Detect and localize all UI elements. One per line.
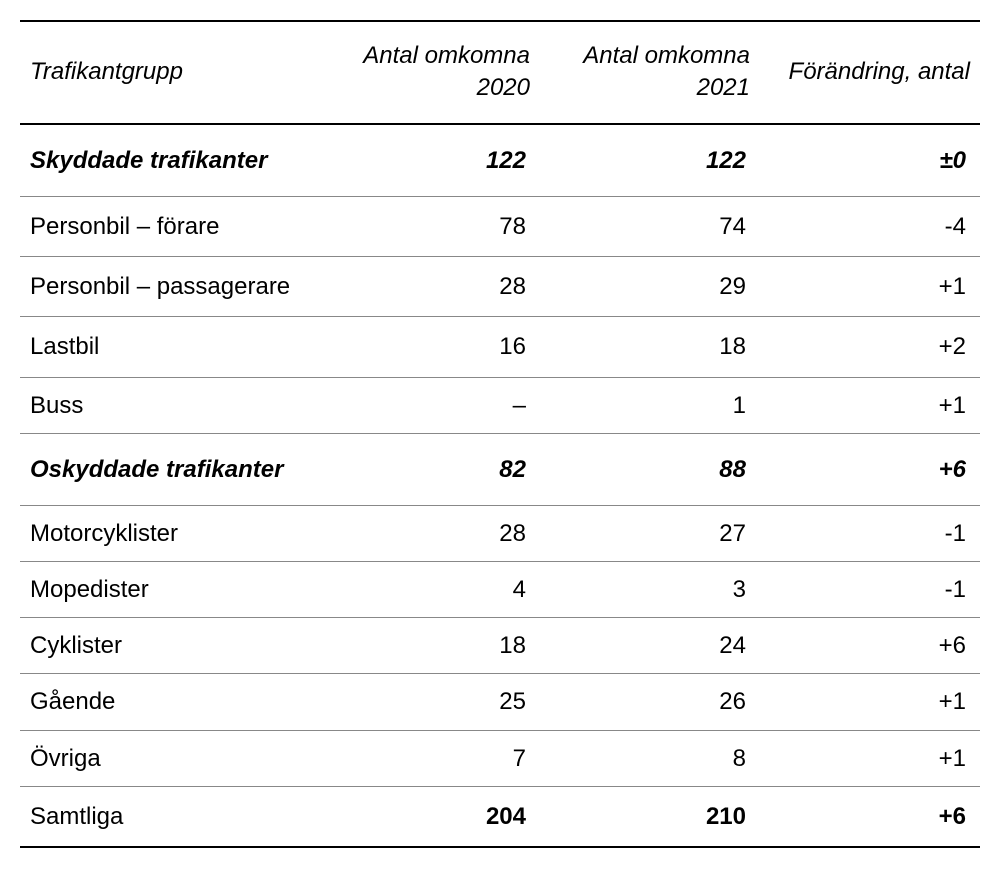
cell-v2020: 28 [320,257,540,317]
cell-v2020: 78 [320,196,540,256]
cell-v2020: 122 [320,124,540,197]
table-row: Mopedister43-1 [20,562,980,618]
cell-v2021: 27 [540,505,760,561]
cell-label: Buss [20,377,320,433]
cell-v2020: 82 [320,433,540,505]
cell-v2021: 26 [540,674,760,730]
cell-v2021: 24 [540,618,760,674]
cell-label: Mopedister [20,562,320,618]
col-header-label: Trafikantgrupp [20,21,320,124]
cell-v2020: – [320,377,540,433]
cell-change: +6 [760,618,980,674]
cell-v2021: 8 [540,730,760,786]
col-header-2021: Antal omkomna 2021 [540,21,760,124]
cell-v2020: 4 [320,562,540,618]
cell-v2020: 25 [320,674,540,730]
table-row: Cyklister1824+6 [20,618,980,674]
cell-change: +1 [760,377,980,433]
cell-v2021: 74 [540,196,760,256]
cell-v2021: 1 [540,377,760,433]
cell-label: Oskyddade trafikanter [20,433,320,505]
cell-change: -1 [760,505,980,561]
cell-v2020: 204 [320,786,540,847]
table-row: Övriga78+1 [20,730,980,786]
cell-v2021: 88 [540,433,760,505]
cell-v2021: 29 [540,257,760,317]
table-row: Personbil – passagerare2829+1 [20,257,980,317]
cell-v2021: 18 [540,317,760,377]
cell-change: +1 [760,730,980,786]
cell-label: Cyklister [20,618,320,674]
cell-label: Övriga [20,730,320,786]
cell-v2020: 28 [320,505,540,561]
col-header-2020: Antal omkomna 2020 [320,21,540,124]
cell-change: +6 [760,433,980,505]
table-row: Oskyddade trafikanter8288+6 [20,433,980,505]
cell-change: -4 [760,196,980,256]
table-body: Skyddade trafikanter122122±0Personbil – … [20,124,980,847]
cell-label: Motorcyklister [20,505,320,561]
table-row: Buss–1+1 [20,377,980,433]
cell-change: +2 [760,317,980,377]
cell-v2020: 7 [320,730,540,786]
fatalities-table: Trafikantgrupp Antal omkomna 2020 Antal … [20,20,980,848]
cell-label: Samtliga [20,786,320,847]
cell-v2021: 122 [540,124,760,197]
cell-label: Personbil – förare [20,196,320,256]
cell-v2020: 18 [320,618,540,674]
cell-change: ±0 [760,124,980,197]
col-header-change: Förändring, antal [760,21,980,124]
cell-label: Personbil – passagerare [20,257,320,317]
cell-v2021: 3 [540,562,760,618]
table-header-row: Trafikantgrupp Antal omkomna 2020 Antal … [20,21,980,124]
cell-label: Lastbil [20,317,320,377]
cell-v2021: 210 [540,786,760,847]
cell-label: Skyddade trafikanter [20,124,320,197]
cell-v2020: 16 [320,317,540,377]
cell-change: +6 [760,786,980,847]
table-row: Lastbil1618+2 [20,317,980,377]
table-row: Skyddade trafikanter122122±0 [20,124,980,197]
cell-change: +1 [760,257,980,317]
table-row: Gående2526+1 [20,674,980,730]
table-row: Motorcyklister2827-1 [20,505,980,561]
cell-change: -1 [760,562,980,618]
table-row: Personbil – förare7874-4 [20,196,980,256]
cell-label: Gående [20,674,320,730]
cell-change: +1 [760,674,980,730]
table-row: Samtliga204210+6 [20,786,980,847]
